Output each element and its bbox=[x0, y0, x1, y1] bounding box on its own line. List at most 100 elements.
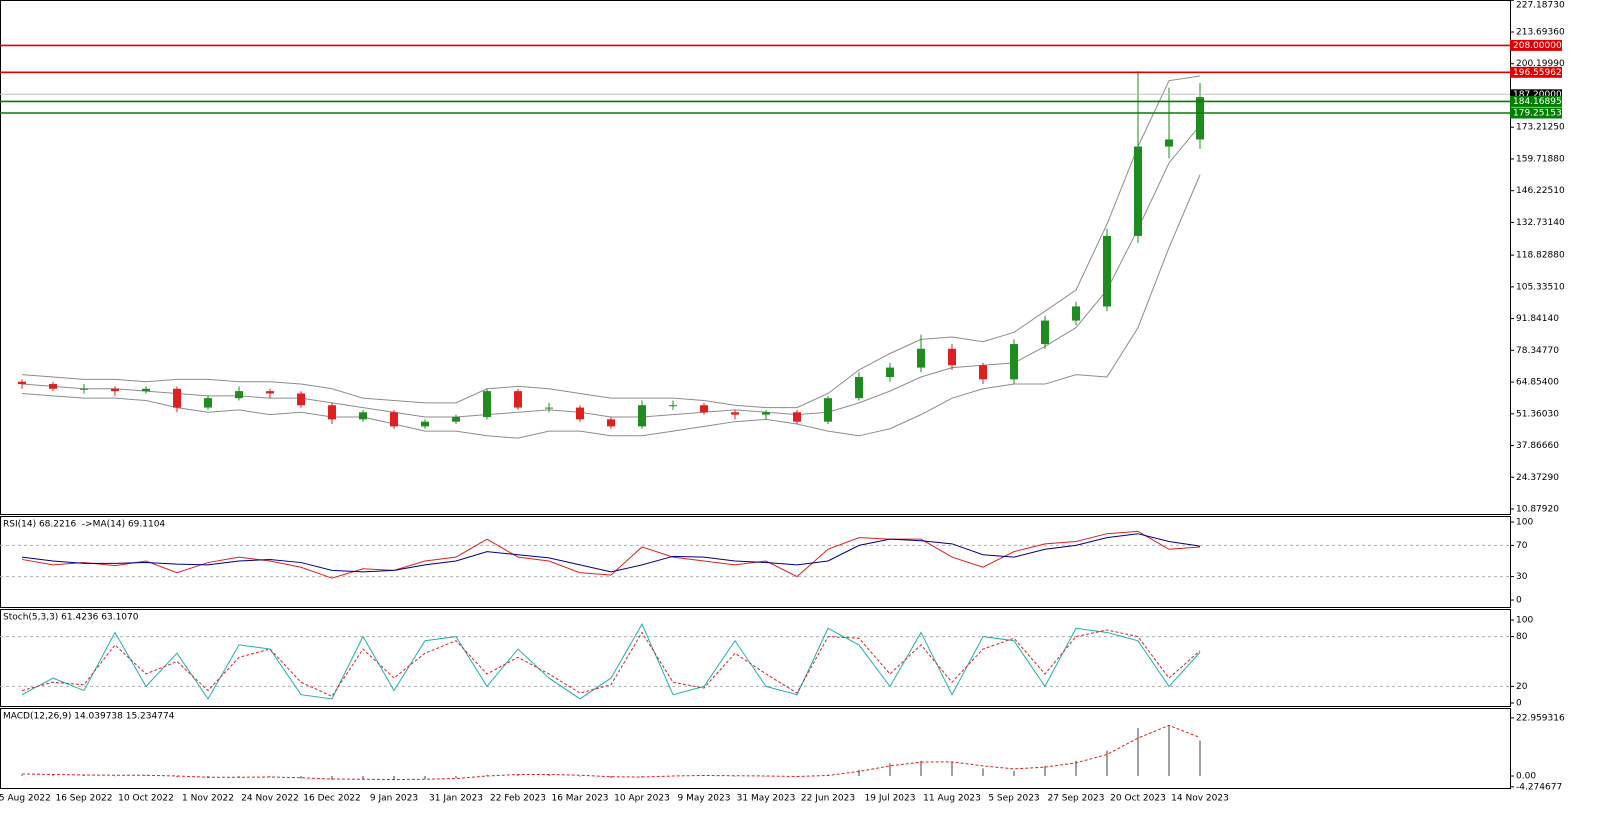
candle-body bbox=[514, 391, 522, 408]
y-tick-label: 10.87920 bbox=[1516, 504, 1559, 514]
y-tick-label: 132.73140 bbox=[1516, 218, 1565, 228]
y-tick-label: 24.37290 bbox=[1516, 473, 1559, 483]
y-tick-label: 100 bbox=[1516, 518, 1533, 528]
y-tick-label: 173.21250 bbox=[1516, 123, 1565, 133]
histogram-bar bbox=[734, 775, 736, 777]
candle-body bbox=[886, 367, 894, 378]
indicator-line bbox=[21, 623, 1201, 700]
candle-body bbox=[235, 391, 243, 399]
x-tick-label: 24 Nov 2022 bbox=[241, 794, 299, 804]
histogram-bar bbox=[1168, 725, 1170, 776]
candle-body bbox=[328, 405, 336, 420]
histogram-bar bbox=[176, 775, 178, 778]
x-tick-label: 16 Mar 2023 bbox=[551, 794, 608, 804]
indicator-line bbox=[21, 629, 1201, 697]
y-tick-label: 105.33510 bbox=[1516, 282, 1565, 292]
indicator-title: Stoch(5,3,3) 61.4236 63.1070 bbox=[3, 613, 139, 623]
candle-body bbox=[824, 398, 832, 422]
histogram-bar bbox=[52, 775, 54, 776]
histogram-bar bbox=[21, 774, 23, 776]
candle-body bbox=[1196, 97, 1204, 140]
histogram-bar bbox=[1199, 740, 1201, 776]
y-tick-label: 227.18730 bbox=[1516, 1, 1565, 11]
candle-body bbox=[1041, 320, 1049, 345]
y-tick-label: 30 bbox=[1516, 572, 1528, 582]
candle-body bbox=[452, 416, 460, 422]
histogram-bar bbox=[238, 775, 240, 777]
candle-body bbox=[483, 391, 491, 417]
histogram-bar bbox=[1106, 750, 1108, 776]
indicator-title: RSI(14) 68.2216 ->MA(14) 69.1104 bbox=[3, 520, 165, 530]
level-box bbox=[1510, 39, 1562, 51]
x-tick-label: 16 Dec 2022 bbox=[303, 794, 361, 804]
candle-body bbox=[142, 388, 150, 392]
candle-body bbox=[731, 412, 739, 415]
x-tick-label: 22 Feb 2023 bbox=[490, 794, 546, 804]
histogram-bar bbox=[269, 775, 271, 777]
y-tick-label: 0 bbox=[1516, 699, 1522, 709]
candle-body bbox=[638, 405, 646, 427]
x-tick-label: 5 Sep 2023 bbox=[988, 794, 1039, 804]
y-tick-label: 64.85400 bbox=[1516, 378, 1559, 388]
histogram-bar bbox=[1137, 727, 1139, 776]
histogram-bar bbox=[548, 774, 550, 776]
histogram-bar bbox=[362, 775, 364, 780]
candle-body bbox=[297, 393, 305, 406]
level-label: 196.55962 bbox=[1513, 68, 1562, 78]
x-tick-label: 22 Jun 2023 bbox=[801, 794, 855, 804]
y-tick-label: 51.36030 bbox=[1516, 409, 1559, 419]
candle-body bbox=[1010, 344, 1018, 380]
y-tick-label: 78.34770 bbox=[1516, 346, 1559, 356]
indicator-line bbox=[21, 533, 1201, 573]
panel-border bbox=[0, 0, 1511, 515]
histogram-bar bbox=[920, 760, 922, 776]
indicator-line bbox=[21, 530, 1201, 579]
bollinger-band bbox=[21, 174, 1201, 439]
candle-body bbox=[917, 348, 925, 368]
histogram-bar bbox=[83, 775, 85, 776]
last-price-box bbox=[1510, 89, 1562, 100]
y-tick-label: 100 bbox=[1516, 616, 1533, 626]
candle-body bbox=[18, 381, 26, 385]
histogram-bar bbox=[455, 775, 457, 779]
histogram-bar bbox=[300, 775, 302, 779]
level-label: 208.00000 bbox=[1513, 41, 1562, 51]
y-tick-label: 80 bbox=[1516, 632, 1528, 642]
y-tick-label: 159.71880 bbox=[1516, 154, 1565, 164]
x-tick-label: 9 May 2023 bbox=[678, 794, 731, 804]
x-tick-label: 27 Sep 2023 bbox=[1047, 794, 1104, 804]
candle-body bbox=[793, 412, 801, 422]
panel-border bbox=[0, 609, 1511, 707]
bollinger-band bbox=[21, 75, 1201, 409]
candle-body bbox=[700, 405, 708, 413]
x-tick-label: 19 Jul 2023 bbox=[865, 794, 916, 804]
level-box bbox=[1510, 66, 1562, 78]
candle-body bbox=[421, 421, 429, 427]
y-tick-label: 0 bbox=[1516, 596, 1522, 606]
y-tick-label: 91.84140 bbox=[1516, 314, 1559, 324]
histogram-bar bbox=[517, 773, 519, 776]
candle-body bbox=[948, 348, 956, 366]
x-tick-label: 14 Nov 2023 bbox=[1171, 794, 1229, 804]
histogram-bar bbox=[982, 768, 984, 776]
panel-border bbox=[0, 708, 1511, 789]
x-tick-label: 31 Jan 2023 bbox=[429, 794, 483, 804]
indicator-title: MACD(12,26,9) 14.039738 15.234774 bbox=[3, 712, 175, 722]
y-tick-label: 213.69360 bbox=[1516, 28, 1565, 38]
x-tick-label: 10 Apr 2023 bbox=[614, 794, 670, 804]
histogram-bar bbox=[951, 762, 953, 776]
histogram-bar bbox=[393, 775, 395, 780]
histogram-bar bbox=[486, 774, 488, 776]
histogram-bar bbox=[114, 775, 116, 777]
candle-body bbox=[204, 398, 212, 408]
y-tick-label: 200.19990 bbox=[1516, 59, 1565, 69]
candle-body bbox=[1103, 235, 1111, 307]
histogram-bar bbox=[610, 775, 612, 779]
y-tick-label: 0.00 bbox=[1516, 771, 1536, 781]
candle-body bbox=[266, 391, 274, 394]
candle-body bbox=[359, 412, 367, 420]
level-box bbox=[1510, 107, 1562, 119]
candle-body bbox=[855, 377, 863, 399]
